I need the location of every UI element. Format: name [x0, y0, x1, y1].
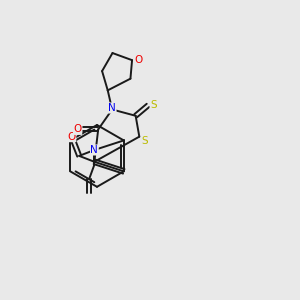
Text: S: S — [150, 100, 157, 110]
Text: N: N — [108, 103, 116, 113]
Text: S: S — [141, 136, 148, 146]
Text: O: O — [68, 132, 76, 142]
Text: O: O — [74, 124, 82, 134]
Text: N: N — [91, 145, 98, 155]
Text: O: O — [134, 55, 143, 65]
